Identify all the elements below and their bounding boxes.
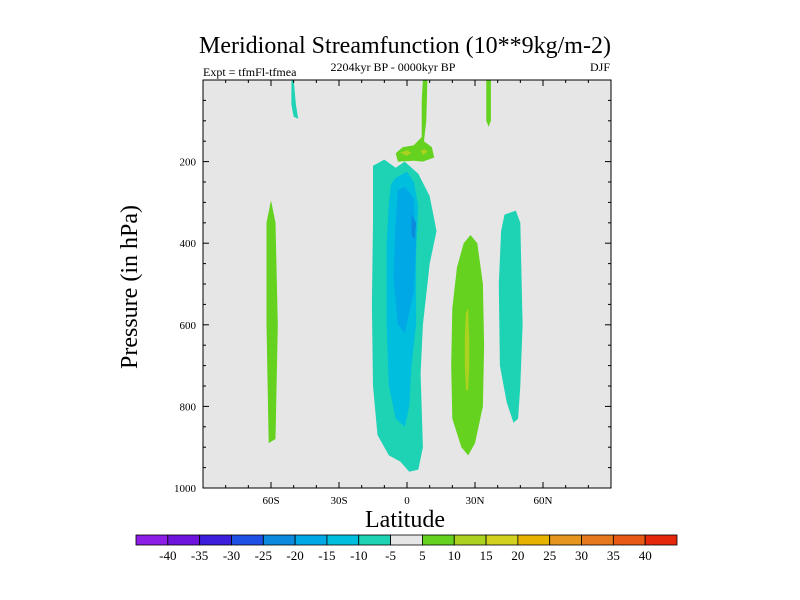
colorbar-label: -20: [286, 548, 303, 563]
colorbar-label: 15: [480, 548, 493, 563]
contour-eq-top-positive: [395, 80, 435, 162]
colorbar-label: -25: [255, 548, 272, 563]
colorbar-label: 30: [575, 548, 588, 563]
chart-title: Meridional Streamfunction (10**9kg/m-2): [199, 33, 611, 59]
y-axis-label: Pressure (in hPa): [117, 205, 143, 369]
colorbar-label: 35: [607, 548, 620, 563]
y-tick-label: 200: [180, 157, 197, 169]
colorbar-label: -5: [385, 548, 396, 563]
colorbar-box: [167, 534, 201, 546]
colorbar: -40 -35 -30 -25 -20 -15 -10 -5 5 10 15 20 25 30 35 40: [135, 534, 678, 563]
plot-frame: [202, 79, 612, 489]
colorbar-box: [581, 534, 614, 546]
colorbar-box: [262, 534, 296, 546]
y-tick-label: 600: [180, 320, 197, 332]
colorbar-box: [549, 534, 582, 546]
x-tick-label: 0: [404, 495, 410, 507]
colorbar-box: [135, 534, 169, 546]
colorbar-box: [422, 534, 455, 546]
colorbar-box: [294, 534, 328, 546]
contour-sh-midlat-positive: [266, 200, 278, 444]
contour-eq-top-core-left: [400, 150, 412, 156]
colorbar-box: [612, 534, 646, 546]
colorbar-box: [326, 534, 360, 546]
contour-nh-top-positive: [486, 80, 491, 127]
y-tick-label: 400: [180, 238, 197, 250]
colorbar-box: [358, 534, 391, 546]
x-tick-label: 30S: [330, 495, 347, 507]
contour-tropical-cell-core: [393, 186, 417, 333]
plot-area: [202, 79, 612, 489]
colorbar-box: [517, 534, 551, 546]
colorbar-box: [199, 534, 232, 546]
colorbar-box: [485, 534, 519, 546]
colorbar-label: 20: [511, 548, 524, 563]
y-tick-label: 800: [180, 401, 197, 413]
colorbar-label: -35: [191, 548, 208, 563]
colorbar-label: -10: [350, 548, 367, 563]
contour-regions: [266, 80, 523, 472]
x-tick-label: 30N: [466, 495, 485, 507]
colorbar-box: [644, 534, 678, 546]
colorbar-label: 25: [543, 548, 556, 563]
contour-sh-top-negative: [291, 80, 299, 119]
colorbar-box: [390, 534, 423, 546]
contour-nh-midlat-negative: [498, 210, 523, 423]
colorbar-label: 40: [639, 548, 652, 563]
contour-tropical-cell-peak: [411, 214, 417, 240]
chart-subtitle: 2204kyr BP - 0000kyr BP: [331, 60, 456, 74]
colorbar-box: [453, 534, 487, 546]
axis-ticks: [203, 80, 611, 489]
colorbar-box: [231, 534, 264, 546]
x-tick-label: 60S: [262, 495, 279, 507]
colorbar-label: -30: [223, 548, 240, 563]
x-axis-label: Latitude: [365, 507, 445, 533]
colorbar-label: 5: [419, 548, 426, 563]
contour-nh-subtrop-core: [464, 308, 470, 391]
season-label: DJF: [590, 60, 610, 74]
contour-eq-top-core-right: [420, 149, 428, 156]
colorbar-label: 10: [448, 548, 461, 563]
colorbar-label: -40: [159, 548, 176, 563]
expt-label: Expt = tfmFl-tfmea: [203, 65, 297, 79]
tick-labels: 60S 30S 0 30N 60N 200 400 600 800 1000: [174, 157, 553, 507]
x-tick-label: 60N: [534, 495, 553, 507]
colorbar-label: -15: [318, 548, 335, 563]
y-tick-label: 1000: [174, 483, 197, 495]
